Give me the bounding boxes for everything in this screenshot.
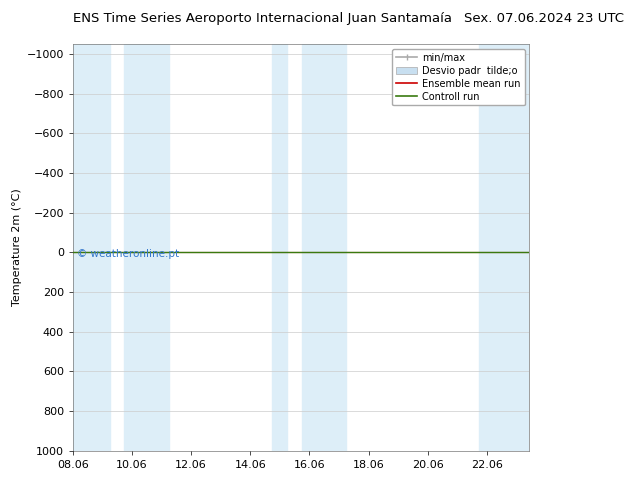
Bar [302,44,346,451]
Bar [479,44,529,451]
Bar [73,44,110,451]
Legend: min/max, Desvio padr  tilde;o, Ensemble mean run, Controll run: min/max, Desvio padr tilde;o, Ensemble m… [392,49,524,105]
Text: Sex. 07.06.2024 23 UTC: Sex. 07.06.2024 23 UTC [465,12,624,25]
Bar [272,44,287,451]
Text: ENS Time Series Aeroporto Internacional Juan Santamaía: ENS Time Series Aeroporto Internacional … [73,12,452,25]
Bar [124,44,169,451]
Text: © weatheronline.pt: © weatheronline.pt [77,249,179,260]
Y-axis label: Temperature 2m (°C): Temperature 2m (°C) [12,189,22,306]
